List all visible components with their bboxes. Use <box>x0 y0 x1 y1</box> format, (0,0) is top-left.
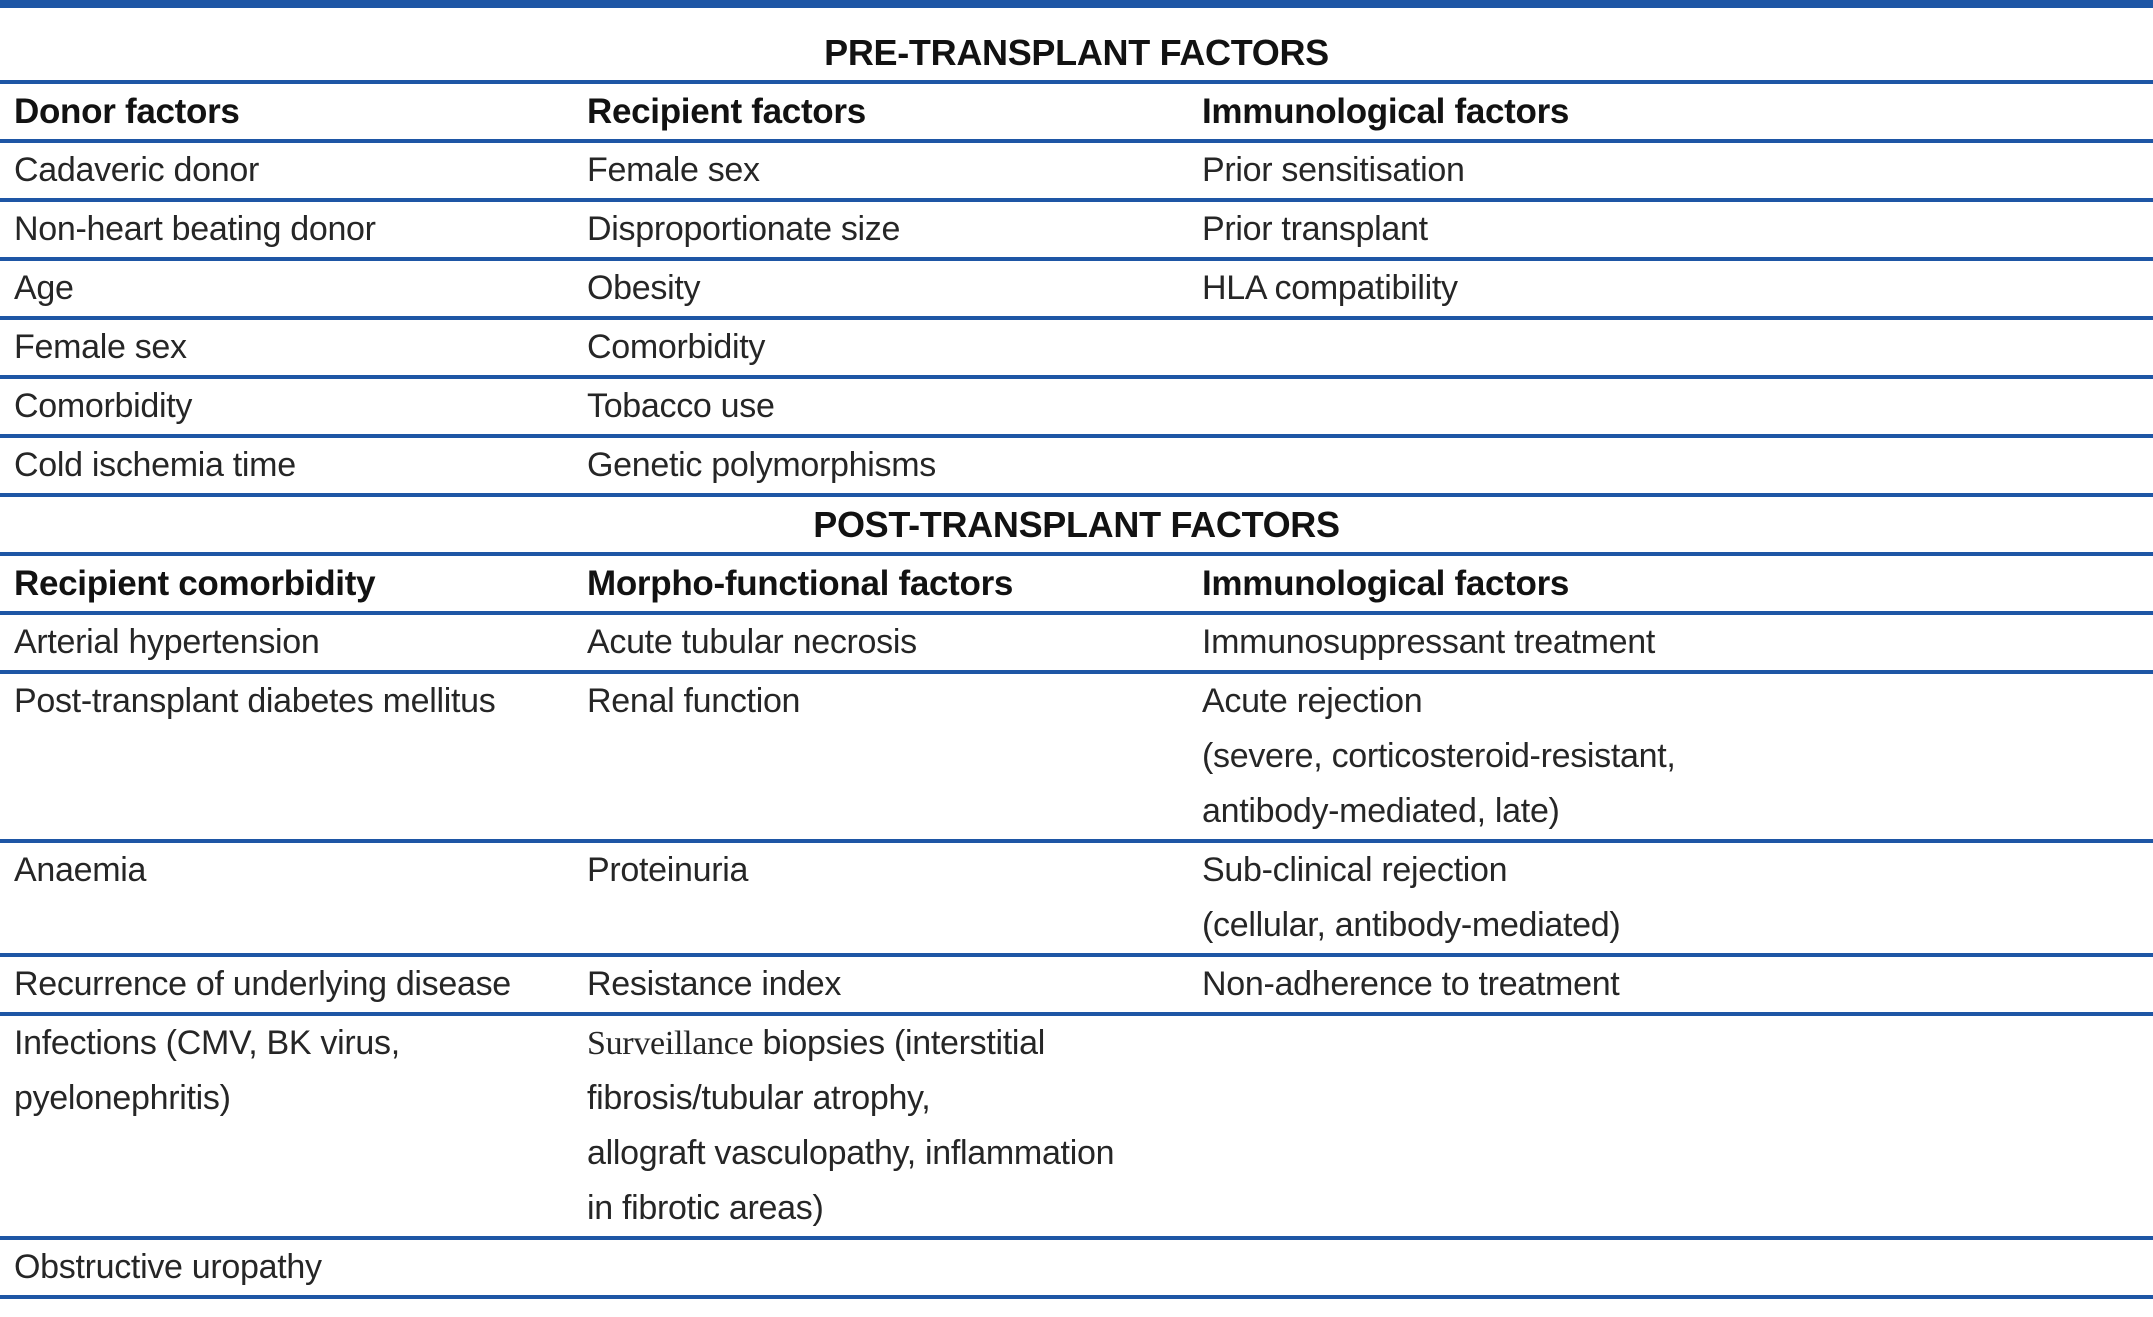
cell-line: (cellular, antibody-mediated) <box>1202 906 1621 944</box>
risk-factors-table-body: PRE-TRANSPLANT FACTORS Donor factors Recip… <box>0 4 2153 1297</box>
column-header-row: Donor factors Recipient factors Immunologi… <box>0 82 2153 141</box>
table-row: Recurrence of underlying disease Resistan… <box>0 955 2153 1014</box>
factor-cell <box>573 1238 1188 1297</box>
factor-cell: Arterial hypertension <box>14 623 320 661</box>
factor-cell: Non-adherence to treatment <box>1202 965 1620 1003</box>
section-title: POST-TRANSPLANT FACTORS <box>813 504 1340 545</box>
section-title-row: POST-TRANSPLANT FACTORS <box>0 495 2153 554</box>
cell-line: allograft vasculopathy, inflammation <box>587 1134 1115 1172</box>
cell-line: antibody-mediated, late) <box>1202 792 1560 830</box>
factor-cell <box>1188 377 2153 436</box>
factor-cell: Recurrence of underlying disease <box>14 965 511 1003</box>
table-row: Age Obesity HLA compatibility <box>0 259 2153 318</box>
table-row: Cold ischemia time Genetic polymorphisms <box>0 436 2153 495</box>
section-title-row: PRE-TRANSPLANT FACTORS <box>0 4 2153 82</box>
factor-cell <box>1188 318 2153 377</box>
table-row: Cadaveric donor Female sex Prior sensitisa… <box>0 141 2153 200</box>
column-header: Morpho-functional factors <box>587 564 1014 603</box>
factor-cell: Prior transplant <box>1202 210 1428 248</box>
factor-cell: Proteinuria <box>587 851 749 889</box>
factor-cell: Genetic polymorphisms <box>587 446 936 484</box>
table-row: Post-transplant diabetes mellitus Renal f… <box>0 672 2153 841</box>
factor-cell: Acute rejection (severe, corticosteroid-r… <box>1188 672 2153 841</box>
cell-line: Infections (CMV, BK virus, <box>14 1024 400 1062</box>
cell-line: in fibrotic areas) <box>587 1189 824 1227</box>
table-row: Female sex Comorbidity <box>0 318 2153 377</box>
factor-cell <box>1188 1238 2153 1297</box>
cell-line: Acute rejection <box>1202 682 1423 720</box>
factor-cell: Cold ischemia time <box>14 446 296 484</box>
column-header: Immunological factors <box>1202 564 1570 603</box>
factor-cell: Sub-clinical rejection (cellular, antibod… <box>1188 841 2153 955</box>
table-row: Infections (CMV, BK virus, pyelonephritis… <box>0 1014 2153 1238</box>
table-row: Comorbidity Tobacco use <box>0 377 2153 436</box>
factor-cell: Acute tubular necrosis <box>587 623 917 661</box>
serif-emphasis-text: Surveillance <box>587 1025 754 1062</box>
column-header: Donor factors <box>14 92 240 131</box>
factor-cell: Post-transplant diabetes mellitus <box>14 682 496 720</box>
factor-cell: Infections (CMV, BK virus, pyelonephritis… <box>0 1014 573 1238</box>
factor-cell: Renal function <box>587 682 801 720</box>
factor-cell: Prior sensitisation <box>1202 151 1465 189</box>
factor-cell: Surveillance biopsies (interstitial fibro… <box>573 1014 1188 1238</box>
factor-cell: Comorbidity <box>14 387 193 425</box>
table-row: Obstructive uropathy <box>0 1238 2153 1297</box>
cell-line: fibrosis/tubular atrophy, <box>587 1079 931 1117</box>
factor-cell: Non-heart beating donor <box>14 210 376 248</box>
factor-cell: Female sex <box>587 151 760 189</box>
table-row: Anaemia Proteinuria Sub-clinical rejection… <box>0 841 2153 955</box>
factor-cell: Cadaveric donor <box>14 151 259 189</box>
cell-line: Surveillance biopsies (interstitial <box>587 1016 1180 1071</box>
column-header: Recipient factors <box>587 92 866 131</box>
cell-text-segment: biopsies (interstitial <box>753 1024 1046 1062</box>
factor-cell: Resistance index <box>587 965 842 1003</box>
cell-line: Sub-clinical rejection <box>1202 851 1508 889</box>
section-title: PRE-TRANSPLANT FACTORS <box>824 32 1329 73</box>
factor-cell <box>1188 1014 2153 1238</box>
factor-cell: Obstructive uropathy <box>14 1248 322 1286</box>
factor-cell: Tobacco use <box>587 387 775 425</box>
column-header: Recipient comorbidity <box>14 564 376 603</box>
column-header: Immunological factors <box>1202 92 1570 131</box>
cell-line: (severe, corticosteroid-resistant, <box>1202 737 1676 775</box>
factor-cell: Disproportionate size <box>587 210 901 248</box>
factor-cell: Female sex <box>14 328 187 366</box>
factor-cell: Anaemia <box>14 851 147 889</box>
factor-cell <box>1188 436 2153 495</box>
factor-cell: Age <box>14 269 74 307</box>
table-row: Arterial hypertension Acute tubular necro… <box>0 613 2153 672</box>
cell-line: pyelonephritis) <box>14 1079 231 1117</box>
factor-cell: Immunosuppressant treatment <box>1202 623 1656 661</box>
factor-cell: HLA compatibility <box>1202 269 1458 307</box>
factor-cell: Comorbidity <box>587 328 766 366</box>
column-header-row: Recipient comorbidity Morpho-functional f… <box>0 554 2153 613</box>
factor-cell: Obesity <box>587 269 701 307</box>
table-row: Non-heart beating donor Disproportionate … <box>0 200 2153 259</box>
